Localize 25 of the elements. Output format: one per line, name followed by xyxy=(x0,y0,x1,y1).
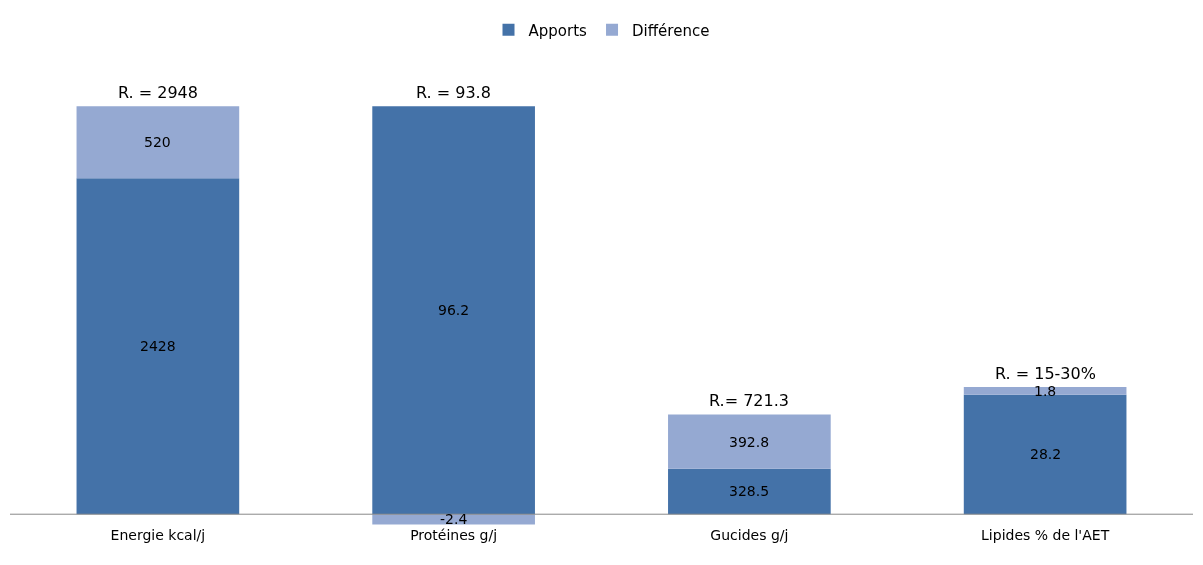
legend-label: Différence xyxy=(632,21,710,40)
bar xyxy=(963,394,1127,515)
legend-label: Apports xyxy=(528,21,588,40)
data-label: 2428 xyxy=(140,338,176,354)
annotation: R. = 15-30% xyxy=(995,364,1096,383)
bar xyxy=(668,414,831,469)
bar xyxy=(76,106,240,179)
data-label: 520 xyxy=(144,134,171,150)
data-label: 96.2 xyxy=(438,302,470,318)
text: R. = 2948 xyxy=(118,83,198,102)
data-label: 392.8 xyxy=(729,434,770,450)
annotation: R.= 721.3 xyxy=(709,391,789,410)
bar xyxy=(963,387,1127,395)
x-tick-label: Lipides % de l'AET xyxy=(981,527,1110,543)
x-tick-label: Energie kcal/j xyxy=(110,527,206,543)
bar xyxy=(372,106,535,515)
data-label: 28.2 xyxy=(1030,446,1062,462)
bar xyxy=(668,468,831,515)
text: R. = 93.8 xyxy=(416,83,491,102)
x-tick-label: Protéines g/j xyxy=(410,527,498,543)
bar xyxy=(76,178,240,515)
data-label: 1.8 xyxy=(1034,383,1057,399)
data-label: -2.4 xyxy=(440,511,468,527)
x-tick-label: Gucides g/j xyxy=(710,527,789,543)
data-label: 328.5 xyxy=(729,483,770,499)
